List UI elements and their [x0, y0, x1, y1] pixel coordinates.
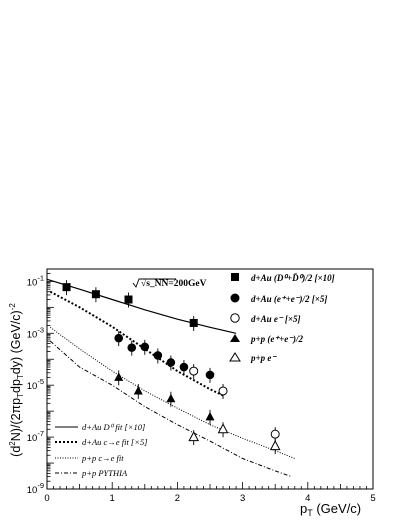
legend-triangle-filled — [230, 334, 240, 342]
legend-circle-open — [230, 313, 240, 323]
curve-solid — [46, 278, 237, 334]
y-tick-label: 10-5 — [27, 377, 44, 392]
y-tick-label: 10-9 — [27, 481, 44, 496]
legend-label-dau-e: d+Au (e⁺+e⁻)/2 [×5] — [251, 294, 327, 304]
legend-triangle-open — [229, 352, 241, 362]
energy-annotation: √s_NN=200GeV — [132, 278, 207, 289]
x-tick-label: 4 — [305, 493, 310, 504]
x-tick-label: 3 — [240, 493, 245, 504]
y-tick-label: 10-1 — [27, 273, 44, 288]
legend-label-pp-eminus: p+p e⁻ — [250, 353, 277, 363]
point-triangle-filled — [114, 372, 124, 381]
legend-label-dau-d0: d+Au (D⁰+D̄⁰)/2 [×10] — [251, 273, 335, 283]
legend-label-pp-e: p+p (e⁺+e⁻)/2 — [250, 334, 303, 344]
legend-label-dau-eminus: d+Au e⁻ [×5] — [251, 314, 301, 324]
legend-square-filled — [231, 273, 239, 281]
legend-circle-filled — [230, 293, 240, 303]
point-triangle-filled — [205, 411, 215, 421]
data-points — [62, 280, 281, 455]
annotation-text: √s_NN=200GeV — [141, 278, 207, 289]
point-triangle-filled — [166, 393, 176, 403]
point-circle-open — [218, 386, 228, 396]
line-legend: d+Au D⁰ fit [×10] d+Au c→e fit [×5] p+p … — [55, 422, 148, 478]
point-circle-open — [270, 429, 280, 439]
x-tick-label: 5 — [370, 493, 375, 504]
legend-label-dau-ce-fit: d+Au c→e fit [×5] — [82, 437, 148, 447]
curve-dash-dot — [49, 340, 292, 478]
curve-dashed-thick — [49, 290, 224, 397]
legend-label-d0-fit: d+Au D⁰ fit [×10] — [82, 422, 145, 432]
point-circle-filled — [153, 351, 163, 360]
point-circle-open — [189, 366, 199, 376]
y-tick-label: 10-7 — [27, 429, 44, 444]
point-circle-filled — [166, 358, 176, 367]
marker-legend: d+Au (D⁰+D̄⁰)/2 [×10] d+Au (e⁺+e⁻)/2 [×5… — [229, 273, 335, 363]
point-circle-filled — [114, 333, 124, 343]
y-axis-label: (d2N)/(2πpTdpTdy) (GeV/c)-2 — [8, 303, 25, 457]
point-square-filled — [189, 318, 198, 327]
point-triangle-filled — [133, 385, 143, 395]
x-tick-label: 0 — [44, 493, 49, 504]
curve-dotted — [50, 326, 295, 459]
x-axis-label: pT (GeV/c) — [300, 501, 361, 518]
point-square-filled — [124, 295, 133, 304]
point-circle-filled — [205, 370, 215, 380]
axis-ticks: 0 1 2 3 4 5 10-9 10-7 10-5 10-3 10-1 — [27, 273, 376, 504]
point-triangle-open — [188, 431, 200, 442]
fit-curves — [46, 278, 295, 478]
point-square-filled — [62, 283, 71, 292]
x-tick-label: 1 — [110, 493, 115, 504]
sqrt-symbol — [132, 278, 176, 288]
point-square-filled — [91, 290, 100, 299]
point-triangle-open — [217, 423, 229, 434]
x-tick-label: 2 — [175, 493, 180, 504]
point-circle-filled — [140, 342, 150, 352]
y-tick-label: 10-3 — [27, 325, 44, 340]
point-circle-filled — [179, 362, 189, 372]
legend-label-pp-ce-fit: p+p c→e fit — [81, 453, 124, 463]
point-triangle-open — [269, 440, 281, 451]
legend-label-pythia: p+p PYTHIA — [81, 468, 128, 478]
point-circle-filled — [127, 343, 137, 352]
